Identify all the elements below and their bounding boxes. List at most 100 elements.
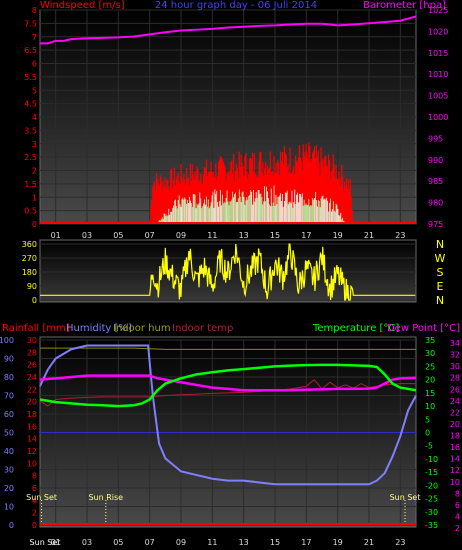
- wind-tick-label: 6.5: [24, 46, 37, 55]
- rain-tick-label: 30: [27, 336, 37, 345]
- rain-tick-label: 0: [32, 521, 37, 530]
- temperature-tick-label: -25: [425, 495, 438, 504]
- barometer-tick-label: 1005: [428, 92, 448, 101]
- direction-tick-label: 90: [27, 282, 37, 291]
- indoor-temp-label: Indoor temp: [172, 323, 233, 334]
- temp-x-tick-label: 23: [395, 538, 405, 547]
- temperature-tick-label: -35: [425, 521, 438, 530]
- humidity-tick-label: 60: [4, 410, 14, 419]
- wind-x-tick-label: 23: [395, 231, 405, 240]
- indoor-temp-line: [39, 378, 416, 407]
- temperature-tick-label: -15: [425, 468, 438, 477]
- wind-tick-label: 4: [32, 113, 37, 122]
- wind-x-tick-label: 13: [239, 231, 249, 240]
- temperature-tick-label: 30: [425, 349, 435, 358]
- temperature-tick-label: 15: [425, 389, 435, 398]
- temp-x-tick-label: 07: [145, 538, 155, 547]
- x-sunset-label: Sun Set: [30, 538, 61, 547]
- barometer-tick-label: 1000: [428, 113, 448, 122]
- rain-tick-label: 2: [32, 509, 37, 518]
- wind-tick-label: 3: [32, 140, 37, 149]
- humidity-tick-label: 50: [4, 429, 14, 438]
- wind-tick-label: 1: [32, 193, 37, 202]
- temperature-tick-label: -5: [425, 442, 433, 451]
- rain-tick-label: 28: [27, 348, 37, 357]
- wind-x-tick-label: 11: [207, 231, 217, 240]
- wind-tick-label: 3.5: [24, 126, 37, 135]
- temperature-tick-label: 25: [425, 362, 435, 371]
- barometer-tick-label: 1025: [428, 6, 448, 15]
- temperature-line: [39, 363, 417, 408]
- temperature-tick-label: -20: [425, 481, 438, 490]
- temp-x-tick-label: 09: [176, 538, 186, 547]
- wind-tick-label: 8: [32, 6, 37, 15]
- wind-x-tick-label: 17: [301, 231, 311, 240]
- dewpoint-tick-label: 30: [450, 362, 460, 371]
- temp-x-tick-label: 13: [239, 538, 249, 547]
- compass-label: N: [436, 238, 444, 251]
- temp-x-tick-label: 15: [270, 538, 280, 547]
- wind-x-tick-label: 07: [145, 231, 155, 240]
- barometer-tick-label: 995: [428, 134, 443, 143]
- dewpoint-tick-label: 22: [450, 408, 460, 417]
- wind-tick-label: 1.5: [24, 180, 37, 189]
- dew-point-label: Dew Point [°C]: [387, 323, 460, 334]
- dewpoint-tick-label: 18: [450, 432, 460, 441]
- wind-tick-label: 0.5: [24, 207, 37, 216]
- barometer-tick-label: 1015: [428, 49, 448, 58]
- rain-tick-label: 18: [27, 410, 37, 419]
- wind-tick-label: 0: [32, 220, 37, 229]
- dewpoint-tick-label: 2: [455, 524, 460, 533]
- rain-tick-label: 12: [27, 447, 37, 456]
- temp-x-tick-label: 19: [333, 538, 343, 547]
- temp-x-tick-label: 11: [207, 538, 217, 547]
- wind-direction-line: [40, 243, 416, 301]
- compass-label: W: [435, 252, 446, 265]
- barometer-tick-label: 1020: [428, 27, 448, 36]
- barometer-tick-label: 985: [428, 177, 443, 186]
- temperature-tick-label: 5: [425, 415, 430, 424]
- temp-x-tick-label: 05: [113, 538, 123, 547]
- humidity-line: [39, 344, 417, 486]
- wind-axis-title: Windspeed [m/s]: [40, 0, 125, 11]
- barometer-tick-label: 975: [428, 220, 443, 229]
- dewpoint-tick-label: 20: [450, 420, 460, 429]
- barometer-line: [40, 15, 417, 45]
- wind-x-tick-label: 05: [113, 231, 123, 240]
- direction-tick-label: 270: [22, 254, 37, 263]
- barometer-tick-label: 990: [428, 156, 443, 165]
- direction-tick-label: 180: [22, 268, 37, 277]
- wind-x-tick-label: 21: [364, 231, 374, 240]
- temperature-tick-label: 35: [425, 336, 435, 345]
- rain-tick-label: 16: [27, 422, 37, 431]
- rain-tick-label: 10: [27, 459, 37, 468]
- rain-tick-label: 22: [27, 385, 37, 394]
- barometer-axis-title: Barometer [hpa]: [363, 0, 446, 11]
- wind-tick-label: 7.5: [24, 19, 37, 28]
- rain-tick-label: 26: [27, 361, 37, 370]
- humidity-tick-label: 0: [9, 521, 14, 530]
- temperature-tick-label: 10: [425, 402, 435, 411]
- humidity-tick-label: 80: [4, 373, 14, 382]
- dewpoint-tick-label: 6: [455, 501, 460, 510]
- sun-event-label: Sun Set: [26, 493, 57, 502]
- rain-tick-label: 24: [27, 373, 37, 382]
- rainfall-label: Rainfall [mm]: [2, 323, 70, 334]
- wind-tick-label: 6: [32, 60, 37, 69]
- wind-tick-label: 7: [32, 33, 37, 42]
- wind-tick-label: 2.5: [24, 153, 37, 162]
- sun-event-label: Sun Set: [390, 493, 421, 502]
- barometer-tick-label: 980: [428, 199, 443, 208]
- rain-tick-label: 8: [32, 472, 37, 481]
- temperature-tick-label: 0: [425, 429, 430, 438]
- direction-tick-label: 0: [32, 296, 37, 305]
- humidity-tick-label: 90: [4, 355, 14, 364]
- wind-x-tick-label: 19: [333, 231, 343, 240]
- compass-label: S: [437, 266, 444, 279]
- temp-x-tick-label: 17: [301, 538, 311, 547]
- dewpoint-tick-label: 28: [450, 374, 460, 383]
- temperature-label: Temperature [°C]: [312, 323, 399, 334]
- humidity-tick-label: 30: [4, 466, 14, 475]
- temperature-tick-label: 20: [425, 376, 435, 385]
